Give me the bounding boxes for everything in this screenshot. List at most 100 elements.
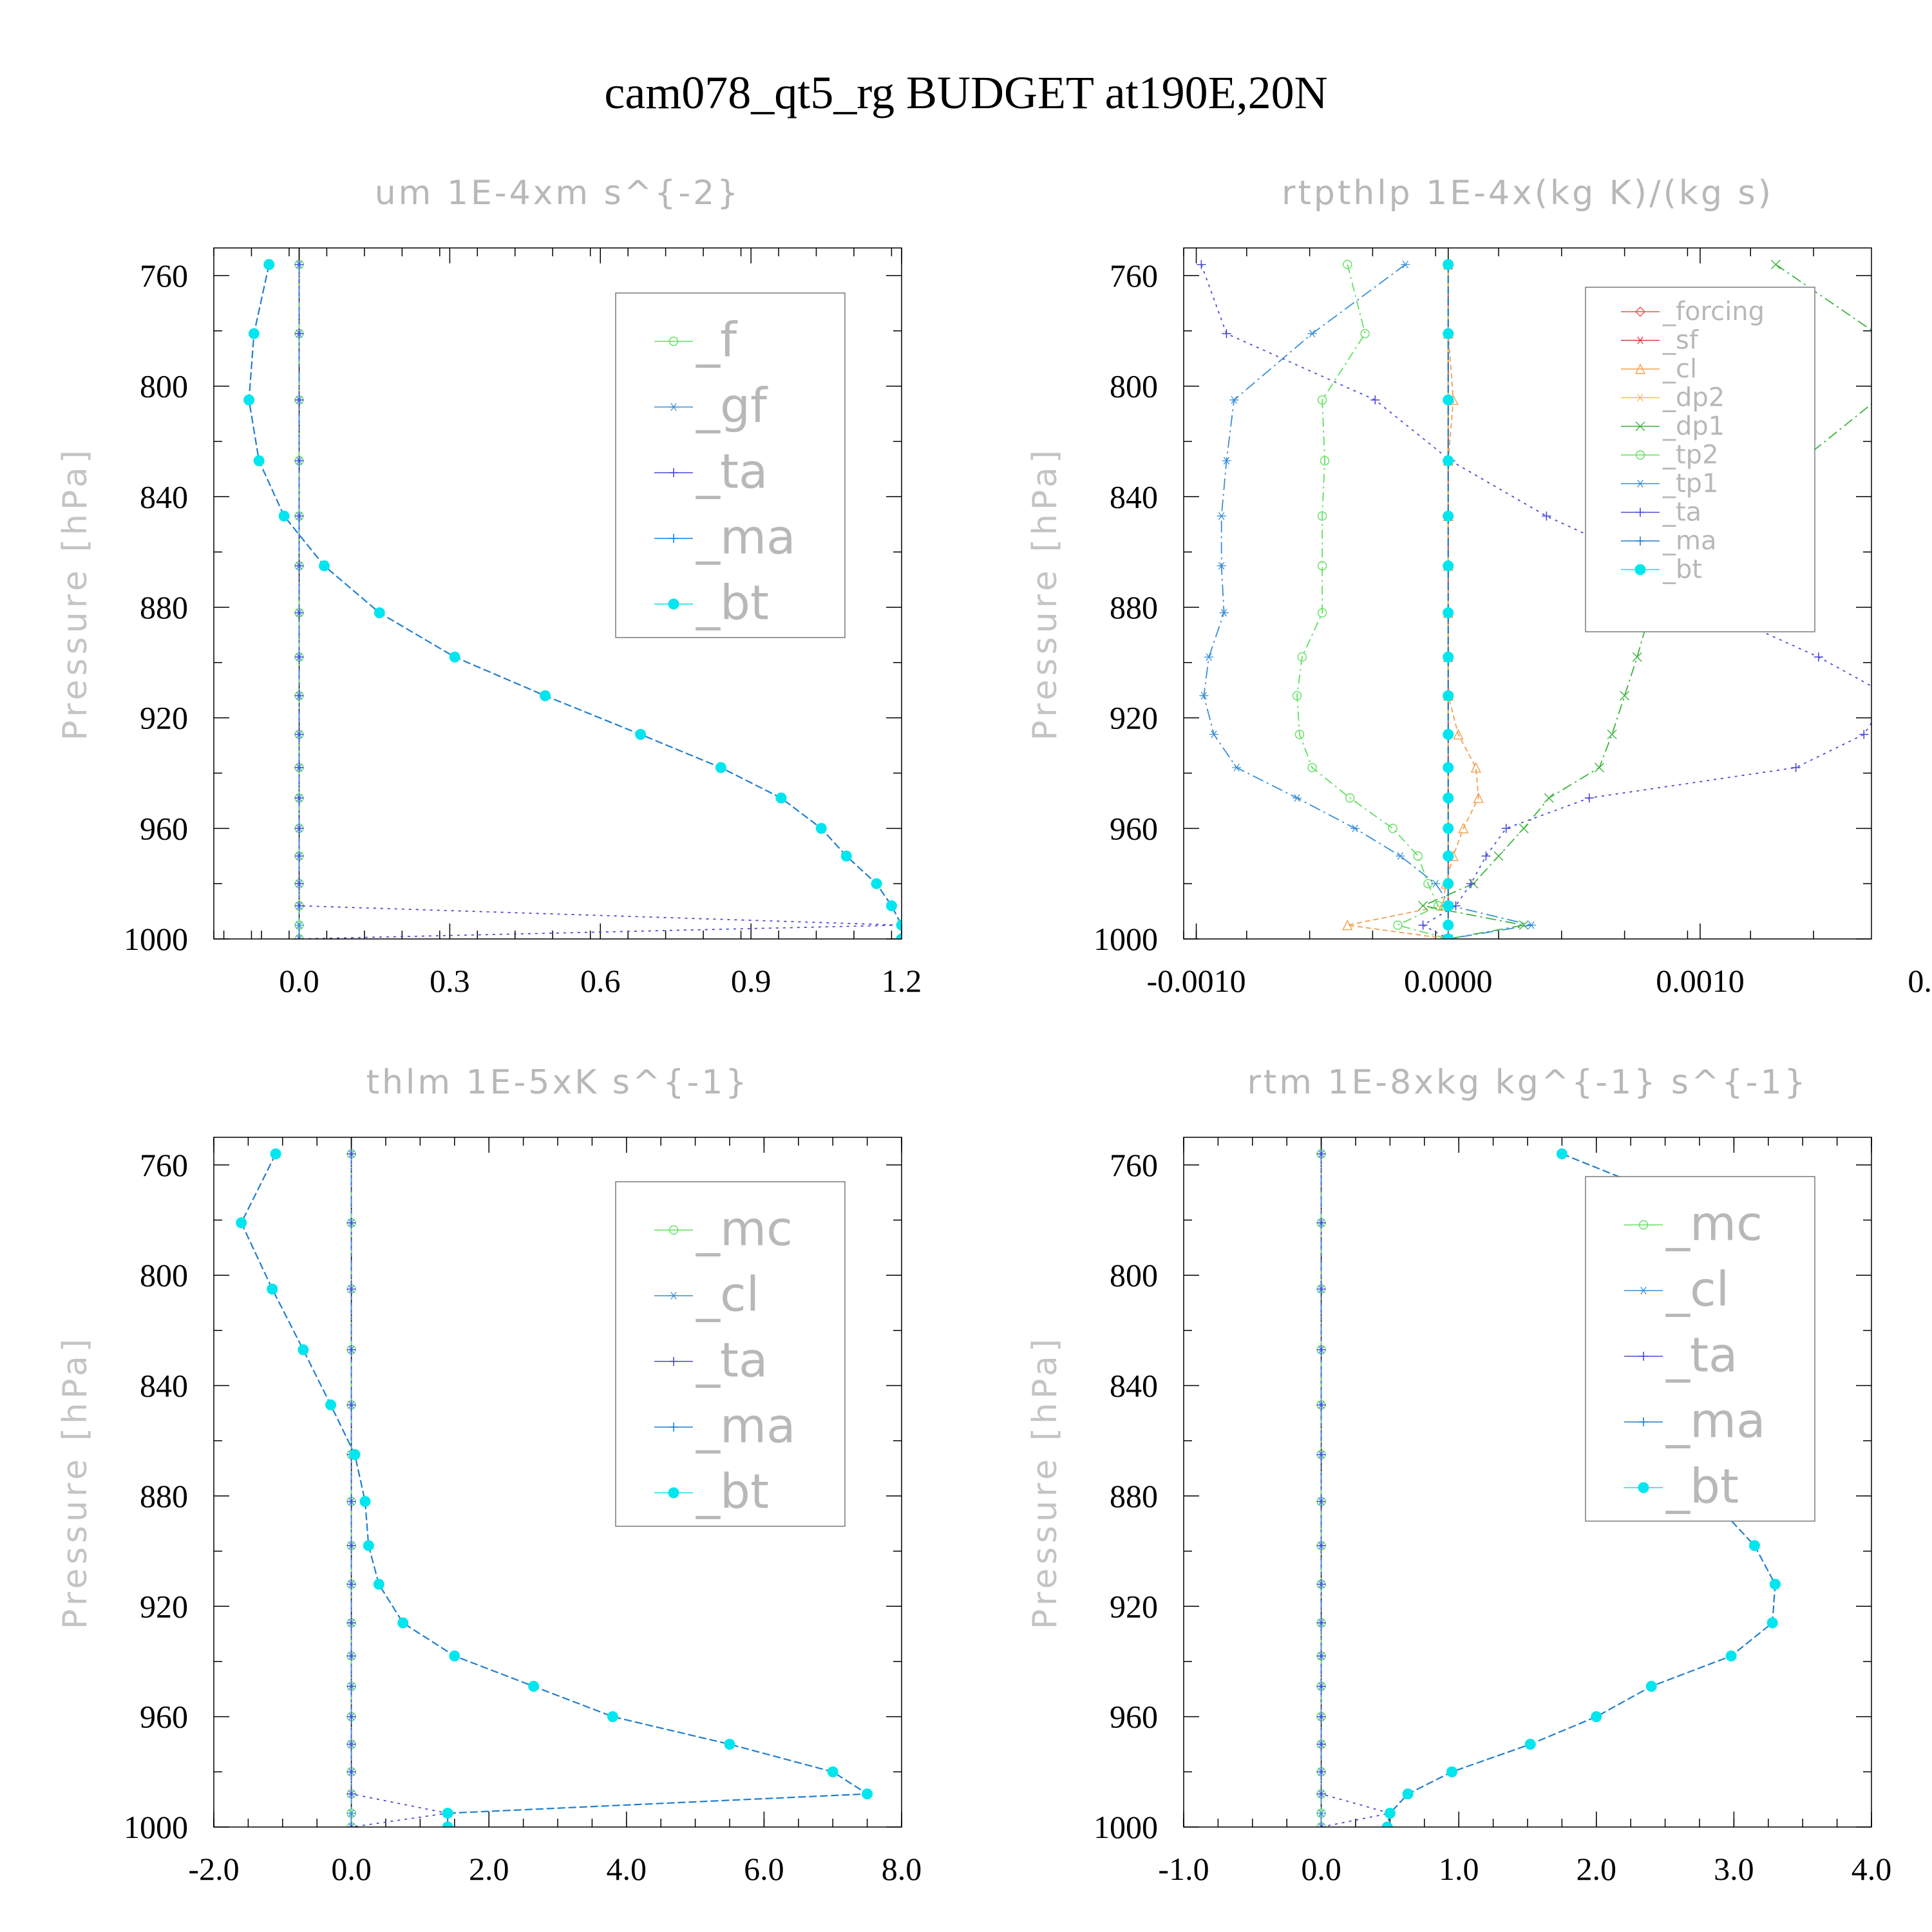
point-tp2 [1317,561,1327,571]
legend-marker-gf [669,403,678,411]
point-tp1 [1350,824,1360,833]
point-ta [346,1739,356,1749]
point-bt [724,1738,735,1750]
point-tp1 [1229,396,1239,404]
panel-4: rtm 1E-8xkg kg^{-1} s^{-1} Pressure [hPa]… [1026,1063,1891,1887]
point-tp2 [1317,395,1327,405]
point-ta [1316,1618,1326,1627]
legend-label: _ma [1665,1394,1765,1449]
panel-3: thlm 1E-5xK s^{-1} Pressure [hPa] 760 800 84… [56,1063,922,1887]
point-ta [294,901,304,911]
legend-marker-ma [669,1423,678,1432]
point-bt [1381,1821,1393,1827]
point-cl [346,1823,356,1827]
x-tick-label: 0.0 [1301,1851,1341,1887]
series-line-ta [1320,1153,1390,1827]
legend-label: _dp1 [1662,412,1725,441]
legend-label: _tp2 [1662,440,1719,469]
point-ta [1316,1739,1326,1749]
point-tp1 [1232,763,1242,772]
legend-label: _bt [696,1464,769,1520]
point-tp2 [1433,901,1443,911]
point-bt [248,328,260,339]
legend-label: _bt [696,576,769,631]
point-bt [1446,1766,1458,1777]
point-ta [1316,1284,1326,1294]
point-ta [346,1823,356,1827]
y-tick-label: 880 [140,1478,188,1514]
y-tick-label: 840 [1110,1368,1158,1404]
point-ta [1418,920,1428,930]
y-axis-label: Pressure [hPa] [1026,1335,1065,1629]
point-bt [270,1148,281,1160]
legend-marker-dp1 [1635,421,1645,431]
point-bt [449,651,460,663]
point-ta [1316,1400,1326,1410]
series-line-tp2 [1296,264,1449,939]
point-bt [635,728,647,740]
point-ta [294,561,304,571]
point-bt [1443,850,1454,862]
legend-marker-bt [1638,1482,1649,1493]
point-bt [363,1540,374,1551]
legend-marker-f [668,336,679,346]
point-ta [346,1149,356,1159]
legend-marker-ta [669,468,678,477]
y-tick-label: 880 [1110,589,1158,625]
y-tick-label: 920 [1110,700,1158,736]
legend-marker-ma [1636,536,1645,545]
y-tick-label: 760 [1110,258,1158,294]
point-bt [862,1788,873,1800]
legend-label: _sf [1662,325,1699,355]
point-ta [1814,652,1823,662]
point-bt [540,690,551,701]
point-bt [243,394,255,406]
point-ta [294,824,304,833]
y-tick-label: 920 [140,1588,188,1624]
y-tick-label: 960 [140,1699,188,1735]
point-bt [298,1344,309,1356]
point-tp2 [1317,511,1327,521]
point-ta [1316,1497,1326,1506]
point-bt [715,762,726,773]
legend-label: _forcing [1662,297,1765,327]
point-ta [1316,1789,1326,1799]
point-bt [1443,792,1454,804]
x-tick-label: 0.9 [731,963,772,999]
point-bt [449,1650,460,1662]
panel-2: rtpthlp 1E-4x(kg K)/(kg s) Pressure [hPa]… [1026,174,1932,999]
point-bt [528,1681,540,1692]
point-ta [346,1767,356,1777]
point-gf [294,935,304,939]
point-bt [1591,1711,1602,1723]
legend-marker-sf [1636,336,1645,345]
point-dp1 [1519,823,1529,833]
point-tp1 [1199,692,1209,700]
point-cl_orange [1473,792,1484,803]
point-bt [1443,920,1454,931]
point-ta [294,691,304,701]
point-bt [1443,728,1454,740]
series-line-cl_orange [1347,264,1479,939]
point-cl [1316,1809,1326,1817]
legend-label: _ta [696,1333,768,1388]
point-ta [1466,879,1475,889]
y-tick-label: 1000 [124,921,188,957]
point-dp1 [1493,851,1504,861]
point-dp1 [1632,652,1642,662]
x-tick-label: 1.0 [1439,1851,1479,1887]
y-tick-label: 760 [140,258,188,294]
point-bt [267,1283,278,1295]
point-dp1 [1607,729,1617,739]
point-tp2 [1317,608,1327,618]
legend-marker-ta [669,1357,678,1366]
point-tp2 [1297,652,1307,662]
y-tick-label: 840 [1110,478,1158,515]
point-tp1 [1526,921,1536,929]
point-ta [1222,329,1231,339]
legend: _mc _cl _ta _ma _bt [615,1181,846,1527]
point-ta [294,793,304,803]
legend-marker-tp2 [1635,450,1645,460]
point-bt [373,1578,384,1590]
